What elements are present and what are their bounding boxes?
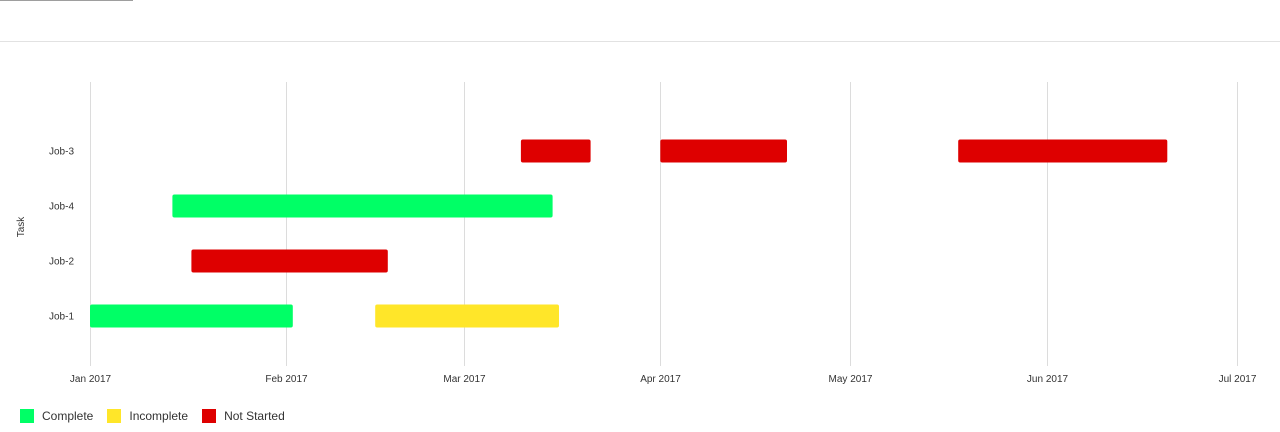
legend-swatch	[20, 409, 34, 423]
y-tick-label: Job-3	[49, 147, 74, 158]
gantt-bar[interactable]	[958, 139, 1168, 163]
y-tick-label: Job-1	[49, 312, 74, 323]
legend-label: Incomplete	[129, 409, 189, 423]
x-tick-label: Jul 2017	[1219, 374, 1257, 385]
legend-label: Complete	[42, 409, 94, 423]
gantt-bar[interactable]	[660, 139, 787, 163]
y-tick-label: Job-4	[49, 202, 74, 213]
x-tick-label: Apr 2017	[640, 374, 681, 385]
chart-legend: Complete Incomplete Not Started	[20, 409, 299, 423]
gantt-bar[interactable]	[172, 194, 553, 218]
x-tick-label: Jun 2017	[1027, 374, 1069, 385]
x-tick-label: May 2017	[829, 374, 873, 385]
legend-label: Not Started	[224, 409, 285, 423]
x-tick-label: Mar 2017	[443, 374, 486, 385]
y-tick-label: Job-2	[49, 257, 74, 268]
legend-swatch	[202, 409, 217, 423]
header-divider	[0, 41, 1280, 42]
legend-item[interactable]: Complete	[20, 409, 93, 423]
legend-item[interactable]: Not Started	[202, 409, 285, 423]
gantt-bar[interactable]	[375, 304, 559, 328]
legend-swatch	[107, 409, 122, 423]
top-tab-underline	[0, 0, 133, 1]
legend-item[interactable]: Incomplete	[107, 409, 188, 423]
y-axis-title: Task	[16, 216, 27, 238]
x-tick-label: Jan 2017	[70, 374, 112, 385]
gantt-bar[interactable]	[90, 304, 293, 328]
gantt-chart: Jan 2017 Feb 2017 Mar 2017 Apr 2017 May 2017…	[16, 82, 1257, 385]
gantt-bar[interactable]	[520, 139, 591, 163]
gantt-bar[interactable]	[191, 249, 388, 273]
x-tick-label: Feb 2017	[265, 374, 308, 385]
